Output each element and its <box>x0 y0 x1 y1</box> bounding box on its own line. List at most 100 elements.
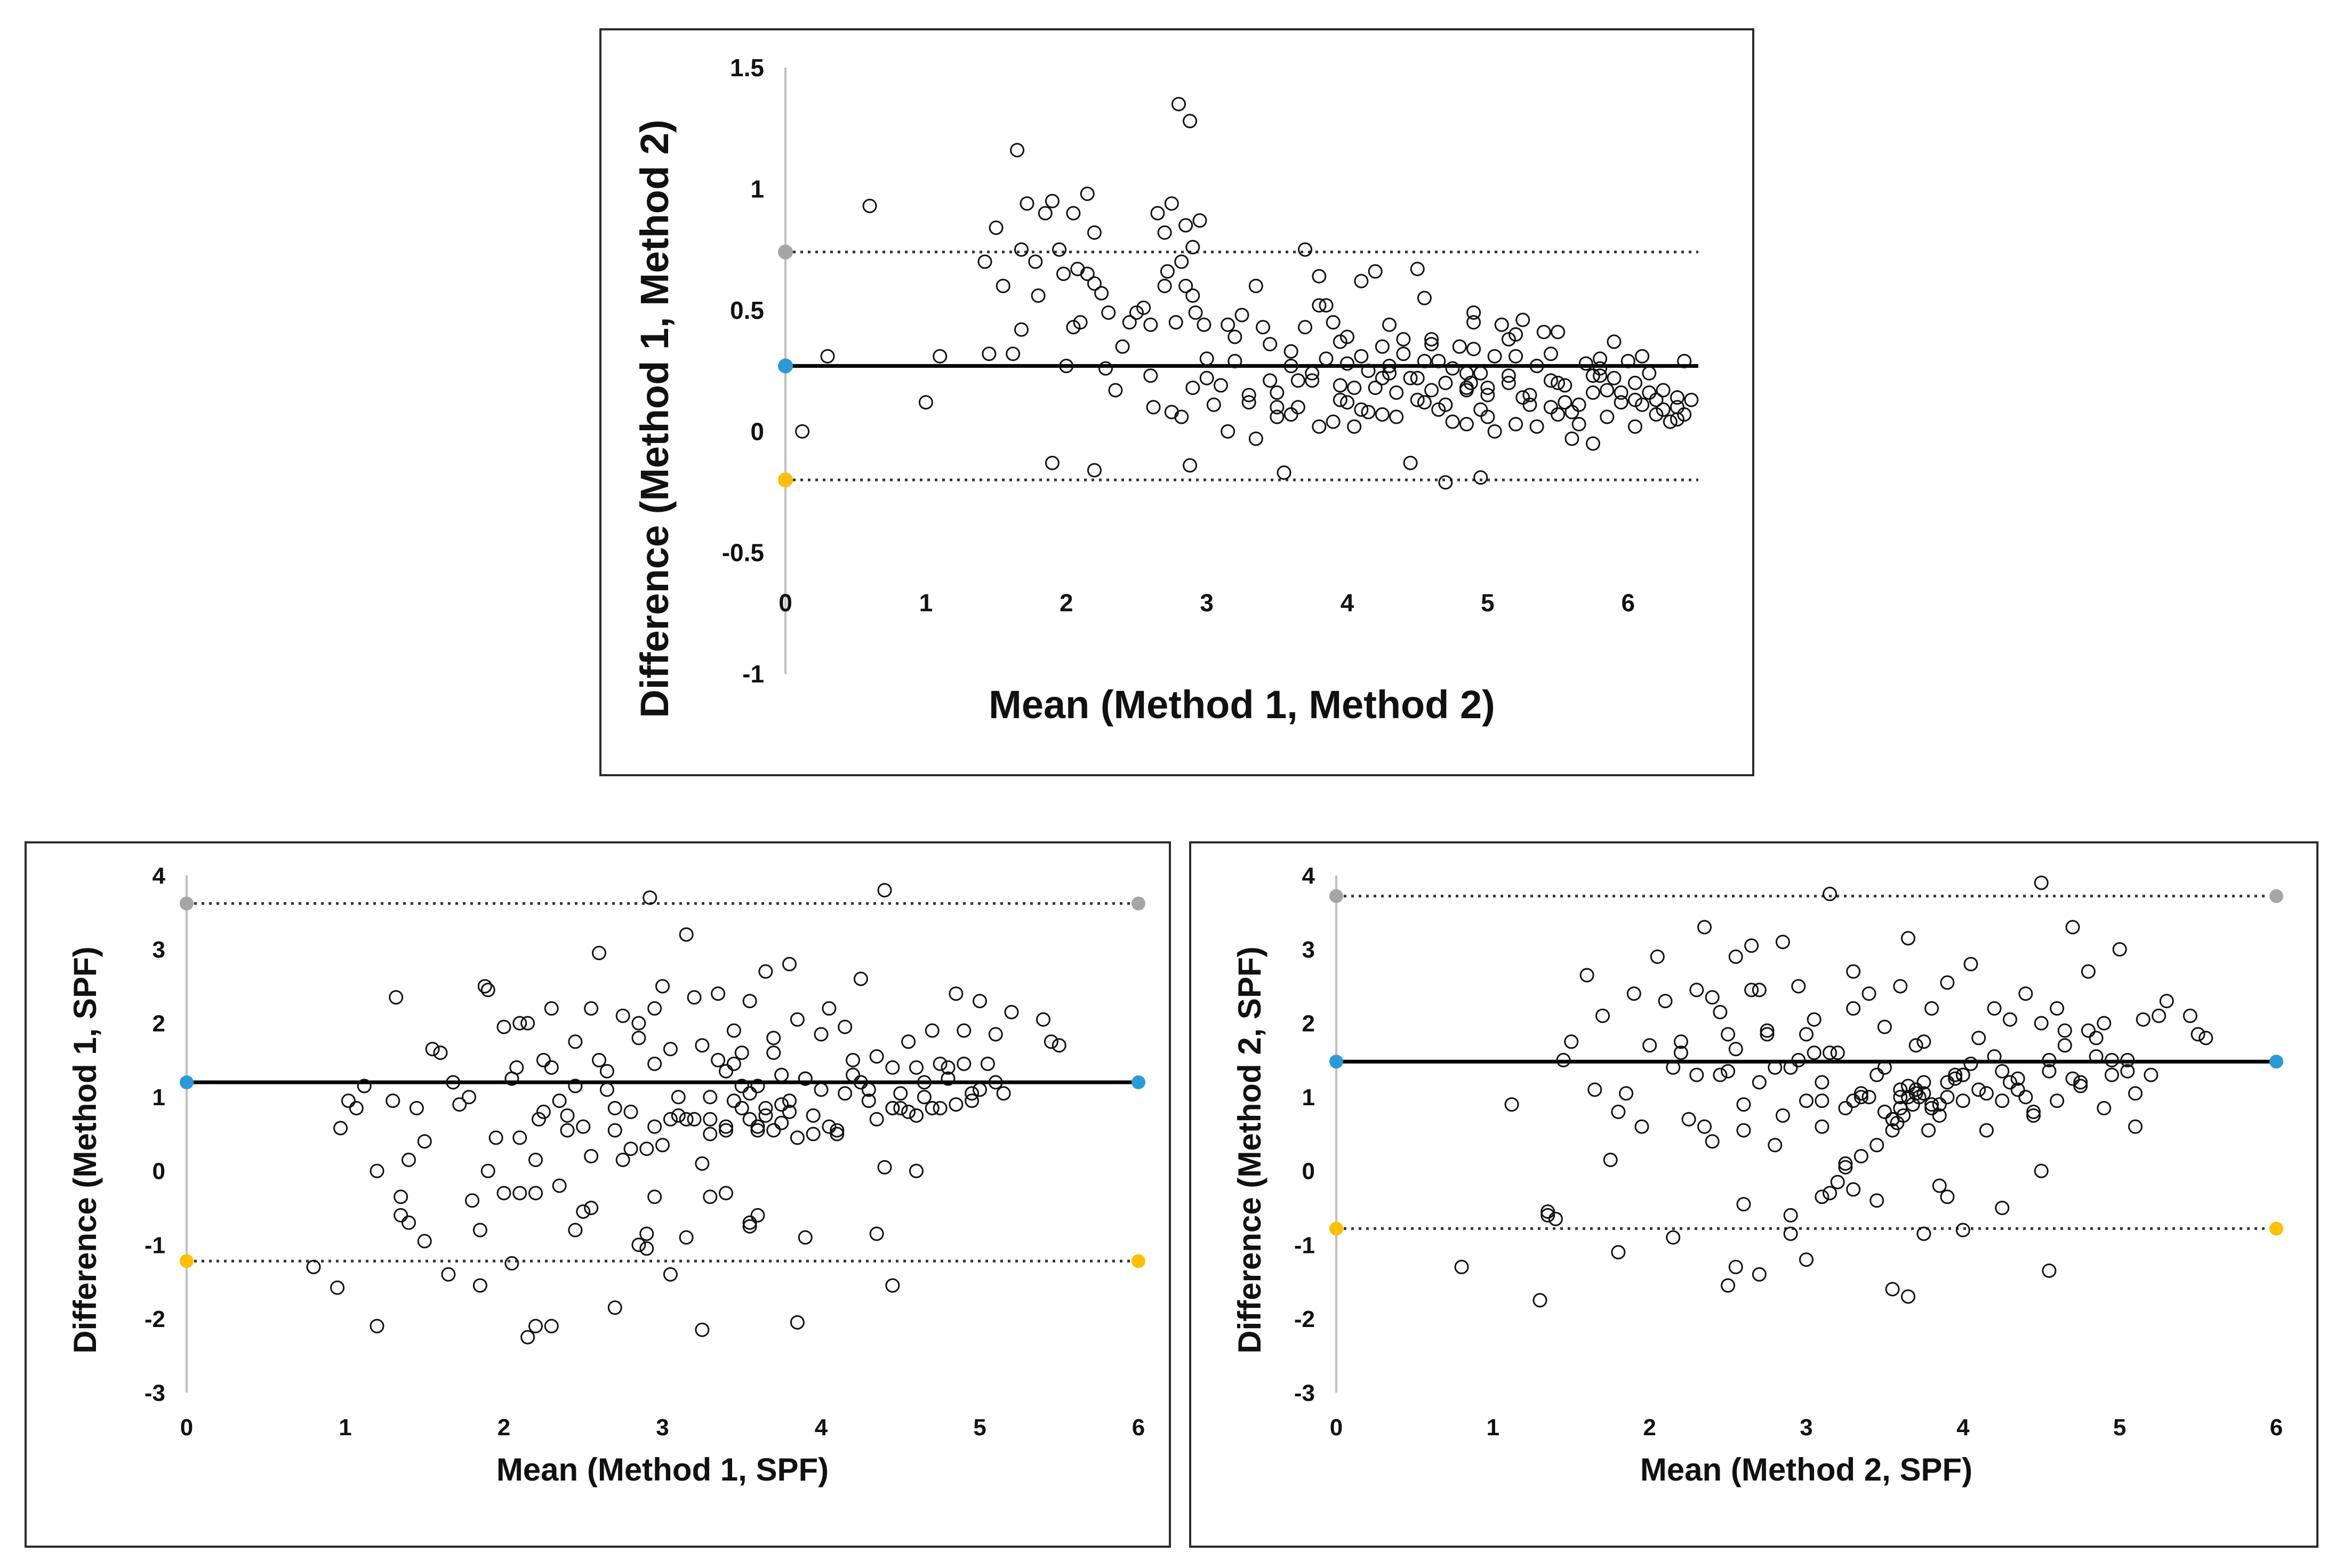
c1-data-point <box>528 1318 543 1333</box>
c2-data-point <box>1579 968 1594 983</box>
c1-data-point <box>496 1186 511 1201</box>
c0-data-point <box>1221 317 1235 332</box>
c0-data-point <box>1206 397 1221 412</box>
c2-data-point <box>2010 1071 2025 1086</box>
c0-data-point <box>1670 390 1684 405</box>
c2-data-point <box>1893 1090 1908 1105</box>
c2-x-axis-title: Mean (Method 2, SPF) <box>1640 1452 1972 1487</box>
c0-x-tick-label: 0 <box>779 589 792 617</box>
c0-data-point <box>1101 305 1116 320</box>
chart-svg-method1-method2: -1 -0.5 0 0.5 1 1.5 0 1 2 3 4 5 6 Mean (Method 1, Met… <box>632 54 1699 727</box>
c2-data-point <box>2097 1016 2112 1031</box>
c2-data-point <box>2081 1023 2096 1038</box>
c0-data-point <box>1136 300 1151 315</box>
c2-data-point <box>1916 1075 1931 1090</box>
c0-data-point <box>1463 375 1478 390</box>
c2-lower-endpoint-marker <box>2269 1221 2283 1236</box>
c0-data-point <box>1270 385 1285 400</box>
c1-data-point <box>647 1001 662 1016</box>
c1-data-point <box>639 1241 654 1256</box>
c0-data-point <box>982 347 997 361</box>
c1-data-point <box>536 1052 551 1067</box>
c1-data-point <box>877 883 892 898</box>
c1-data-point <box>973 994 987 1009</box>
c2-data-point <box>1666 1230 1681 1245</box>
c2-data-point <box>1815 1093 1829 1108</box>
c0-data-point <box>1614 385 1628 400</box>
c0-data-point <box>1221 424 1235 439</box>
c1-data-point <box>552 1093 567 1108</box>
c2-data-point <box>1979 1123 1994 1138</box>
c2-data-point <box>2026 1104 2041 1119</box>
c2-data-point <box>1893 1082 1908 1097</box>
c1-data-point <box>726 1093 741 1108</box>
c1-data-point <box>941 1060 956 1075</box>
c0-data-point <box>1270 400 1285 415</box>
c1-data-point <box>446 1075 461 1090</box>
c2-data-point <box>2073 1079 2088 1093</box>
c0-mean-endpoint-marker <box>778 358 793 374</box>
c0-data-point <box>1020 196 1034 211</box>
c2-data-point <box>2002 1075 2017 1090</box>
c0-data-point <box>1487 424 1502 439</box>
c2-data-point <box>1673 1034 1688 1049</box>
c1-data-point <box>394 1189 408 1204</box>
c1-data-point <box>750 1119 765 1134</box>
c0-data-point <box>1571 417 1586 432</box>
c0-data-point <box>1143 317 1158 332</box>
c1-data-point <box>766 1046 781 1060</box>
c0-data-point <box>795 424 810 439</box>
c0-data-point <box>1160 264 1175 279</box>
c1-y-tick-label: -1 <box>145 1232 165 1258</box>
c2-data-point <box>2104 1052 2119 1067</box>
c0-data-point <box>1403 371 1418 385</box>
c1-data-point <box>480 1163 495 1178</box>
c1-data-point <box>560 1123 575 1138</box>
c1-data-point <box>742 1219 757 1234</box>
c0-data-point <box>1305 366 1320 381</box>
c1-data-point <box>655 979 670 994</box>
c1-data-point <box>734 1046 749 1060</box>
c0-y-tick-label: 0 <box>750 417 764 445</box>
c1-data-point <box>695 1156 710 1171</box>
c2-data-point <box>1921 1123 1936 1138</box>
c1-data-point <box>711 1052 726 1067</box>
c1-data-point <box>853 1075 868 1090</box>
c2-upper-endpoint-marker <box>2269 889 2283 903</box>
c0-data-point <box>1312 269 1327 284</box>
c1-data-point <box>703 1090 718 1105</box>
c1-data-point <box>766 1123 781 1138</box>
c2-data-point <box>1736 1097 1751 1112</box>
c1-data-point <box>901 1104 916 1119</box>
c1-data-point <box>615 1153 630 1167</box>
c1-data-point <box>774 1067 789 1082</box>
c2-data-point <box>1532 1293 1547 1308</box>
c0-data-point <box>1361 364 1376 378</box>
c0-data-point <box>1522 388 1537 403</box>
c0-data-point <box>1340 329 1355 344</box>
c2-data-point <box>2057 1023 2072 1038</box>
c2-data-point <box>2050 1093 2065 1108</box>
c0-data-point <box>1536 325 1551 340</box>
c0-data-point <box>1256 320 1271 335</box>
c1-data-point <box>742 994 757 1009</box>
c0-data-point <box>820 349 835 364</box>
c0-data-point <box>1361 405 1376 420</box>
c1-data-point <box>838 1086 853 1101</box>
c2-data-point <box>1815 1119 1829 1134</box>
c1-data-point <box>576 1119 591 1134</box>
c2-data-point <box>2089 1031 2104 1046</box>
c0-x-tick-label: 1 <box>919 589 933 617</box>
c2-data-point <box>1916 1086 1931 1101</box>
c2-data-point <box>1697 920 1712 935</box>
c0-data-point <box>1183 114 1198 128</box>
c0-data-point <box>1263 336 1278 351</box>
c2-data-point <box>1955 1223 1970 1237</box>
c2-data-point <box>1877 1104 1892 1119</box>
c0-data-point <box>1459 417 1474 432</box>
c0-data-point <box>1241 388 1256 403</box>
c2-x-tick-label: 6 <box>2270 1414 2283 1441</box>
c1-data-point <box>477 979 492 994</box>
c1-lower-endpoint-marker <box>1132 1254 1145 1268</box>
c0-data-point <box>1326 315 1341 330</box>
